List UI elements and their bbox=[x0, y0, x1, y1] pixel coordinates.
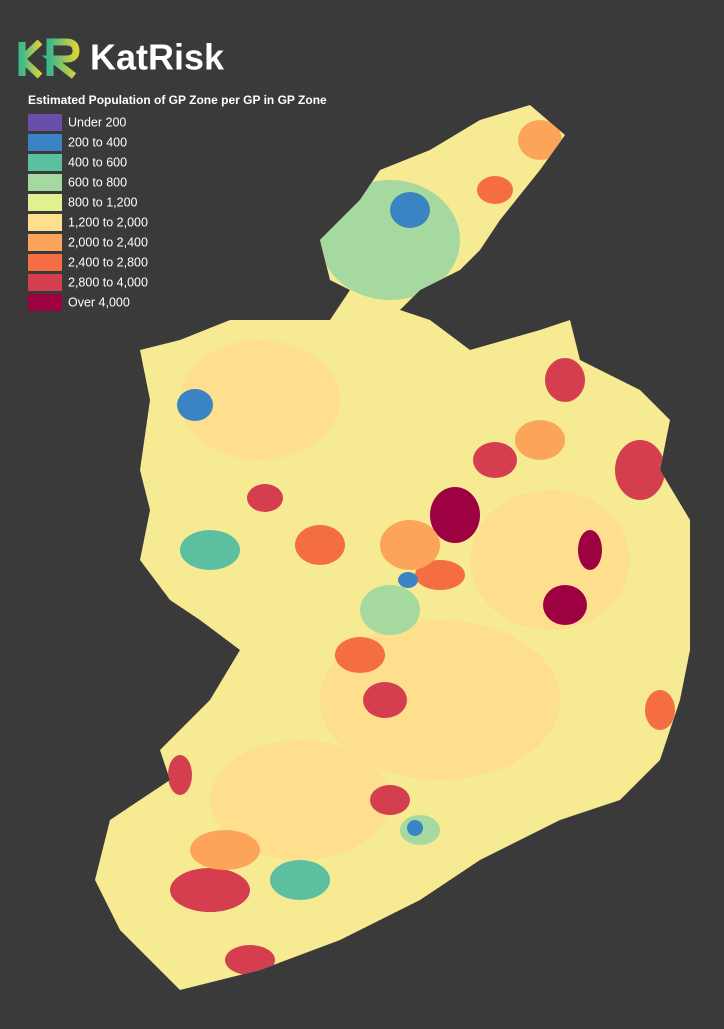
zone bbox=[380, 520, 440, 570]
zone bbox=[407, 820, 423, 836]
legend-swatch bbox=[28, 254, 62, 271]
legend-swatch bbox=[28, 294, 62, 311]
legend-title: Estimated Population of GP Zone per GP i… bbox=[28, 93, 327, 107]
zone bbox=[225, 945, 275, 975]
zone bbox=[477, 176, 513, 204]
legend-label: 600 to 800 bbox=[68, 175, 127, 189]
legend-label: Over 4,000 bbox=[68, 295, 130, 309]
zone bbox=[430, 487, 480, 543]
zone bbox=[578, 530, 602, 570]
logo-icon bbox=[41, 38, 80, 79]
zone bbox=[168, 755, 192, 795]
zone bbox=[180, 530, 240, 570]
legend-swatch bbox=[28, 194, 62, 211]
legend-swatch bbox=[28, 234, 62, 251]
legend-label: 1,200 to 2,000 bbox=[68, 215, 148, 229]
zone bbox=[473, 442, 517, 478]
zone bbox=[515, 420, 565, 460]
legend-label: 2,800 to 4,000 bbox=[68, 275, 148, 289]
zone bbox=[440, 135, 500, 185]
zone bbox=[270, 860, 330, 900]
legend-swatch bbox=[28, 114, 62, 131]
zone bbox=[177, 389, 213, 421]
zone bbox=[615, 440, 665, 500]
zone bbox=[363, 682, 407, 718]
zone bbox=[645, 690, 675, 730]
logo: KatRisk bbox=[18, 37, 225, 79]
zone bbox=[247, 484, 283, 512]
zone bbox=[210, 740, 390, 860]
legend-swatch bbox=[28, 274, 62, 291]
zone bbox=[370, 785, 410, 815]
legend-swatch bbox=[28, 154, 62, 171]
zone bbox=[390, 192, 430, 228]
zone bbox=[545, 358, 585, 402]
zone bbox=[470, 490, 630, 630]
legend-label: 2,400 to 2,800 bbox=[68, 255, 148, 269]
zone bbox=[180, 340, 340, 460]
zone bbox=[335, 637, 385, 673]
zone bbox=[398, 572, 418, 588]
zone bbox=[190, 830, 260, 870]
zone bbox=[518, 120, 562, 160]
legend: Estimated Population of GP Zone per GP i… bbox=[28, 93, 327, 311]
zone bbox=[320, 180, 460, 300]
legend-swatch bbox=[28, 174, 62, 191]
zone bbox=[543, 585, 587, 625]
legend-label: 400 to 600 bbox=[68, 155, 127, 169]
legend-label: 800 to 1,200 bbox=[68, 195, 138, 209]
legend-swatch bbox=[28, 134, 62, 151]
logo-text: KatRisk bbox=[90, 37, 225, 78]
zone bbox=[295, 525, 345, 565]
zone bbox=[360, 585, 420, 635]
zone bbox=[415, 560, 465, 590]
legend-label: 200 to 400 bbox=[68, 135, 127, 149]
legend-label: 2,000 to 2,400 bbox=[68, 235, 148, 249]
zone bbox=[170, 868, 250, 912]
logo-icon bbox=[18, 39, 43, 79]
legend-swatch bbox=[28, 214, 62, 231]
legend-label: Under 200 bbox=[68, 115, 126, 129]
